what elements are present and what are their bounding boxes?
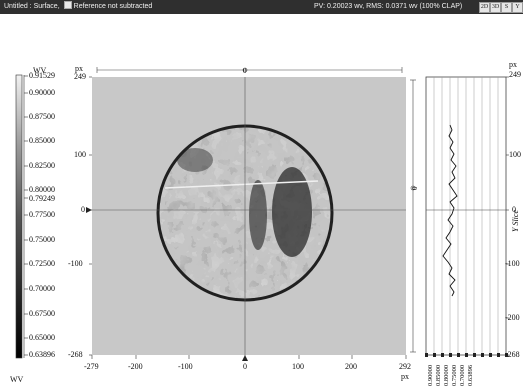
slice-bottom-markers <box>425 353 508 357</box>
colorbar-tick-label: 0.80000 <box>29 185 55 194</box>
colorbar-tick-label: 0.87500 <box>29 112 55 121</box>
right-cursor-handle-icon[interactable] <box>410 185 416 191</box>
view-3d-button[interactable]: 3D <box>490 2 501 13</box>
slice-profile-line <box>442 124 458 297</box>
stats-text: PV: 0.20023 wv, RMS: 0.0371 wv (100% CLA… <box>314 3 463 10</box>
top-cursor-label: 0 <box>243 67 247 75</box>
main-x-tick-label: -200 <box>128 362 143 371</box>
colorbar-tick-label: 0.67500 <box>29 309 55 318</box>
main-x-tick-label: -100 <box>178 362 193 371</box>
colorbar-tick-label: 0.65000 <box>29 333 55 342</box>
main-y-tick-label: -100 <box>68 259 83 268</box>
main-x-tick-label: 0 <box>243 362 247 371</box>
slice-x-tick-3: 0.80000 <box>443 365 450 386</box>
colorbar-tick-label: 0.85000 <box>29 136 55 145</box>
colorbar-unit-bottom: WV <box>10 375 24 384</box>
main-y-tick-label: 249 <box>74 72 86 81</box>
main-y-tick-label: -268 <box>68 350 83 359</box>
main-x-tick-label: 200 <box>345 362 357 371</box>
reference-label: Reference not subtracted <box>73 3 153 10</box>
colorbar-tick-label: 0.90000 <box>29 88 55 97</box>
colorbar-unit-top: WV <box>33 66 47 75</box>
main-y-unit: px <box>75 64 83 73</box>
colorbar-tick-label: 0.91529 <box>29 71 55 80</box>
colorbar-tick-label: 0.79249 <box>29 194 55 203</box>
main-x-tick-label: 292 <box>399 362 411 371</box>
right-cursor-label: 0 <box>411 186 419 190</box>
slice-y-tick-label: -200 <box>505 313 520 322</box>
title-left: Untitled : Surface, Reference not subtrac… <box>4 0 152 14</box>
window-title: Untitled : Surface, <box>4 3 60 10</box>
colorbar <box>15 74 23 359</box>
colorbar-tick-label: 0.70000 <box>29 284 55 293</box>
slice-x-tick-2: 0.85000 <box>435 365 442 386</box>
main-y-tick-label: 100 <box>74 150 86 159</box>
slice-y-tick-label: 249 <box>509 70 521 79</box>
slice-grid <box>433 77 499 355</box>
slice-line[interactable] <box>164 180 319 189</box>
slice-y-unit: px <box>509 60 517 69</box>
top-cursor-handle-icon[interactable] <box>242 67 248 73</box>
slice-x-tick-4: 0.75000 <box>451 365 458 386</box>
main-x-tick-label: -279 <box>84 362 99 371</box>
slice-y-tick-label: 100 <box>509 150 521 159</box>
title-bar: Untitled : Surface, Reference not subtrac… <box>0 0 523 14</box>
colorbar-tick-label: 0.75000 <box>29 235 55 244</box>
slice-x-tick-1: 0.90000 <box>427 365 434 386</box>
main-x-unit: px <box>401 372 409 381</box>
slice-y-tick-label: 0 <box>512 205 516 214</box>
colorbar-ticks <box>24 75 28 356</box>
slice-x-tick-5: 0.70000 <box>459 365 466 386</box>
view-s-button[interactable]: S <box>501 2 512 13</box>
slice-title: Y Slice <box>511 210 520 232</box>
slice-y-tick-label: -100 <box>505 259 520 268</box>
colorbar-tick-label: 0.77500 <box>29 210 55 219</box>
colorbar-tick-label: 0.72500 <box>29 259 55 268</box>
colorbar-tick-label: 0.82500 <box>29 161 55 170</box>
reference-checkbox[interactable] <box>63 1 72 9</box>
main-y-tick-label: 0 <box>81 205 85 214</box>
slice-x-tick-6: 0.63896 <box>467 364 474 386</box>
main-x-tick-label: 100 <box>292 362 304 371</box>
slice-y-tick-label: -268 <box>505 350 520 359</box>
colorbar-tick-label: 0.63896 <box>29 350 55 359</box>
view-2d-button[interactable]: 2D <box>479 2 490 13</box>
